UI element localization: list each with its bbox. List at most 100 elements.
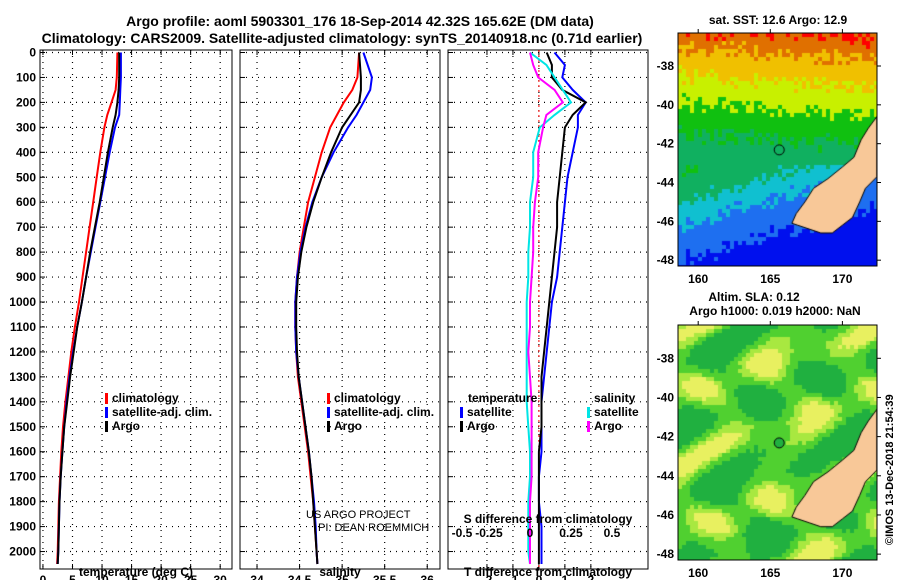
y-tick-label: 0 <box>29 45 36 59</box>
profile-line-argo <box>56 52 121 565</box>
sla-map-title-line1: Altim. SLA: 0.12 <box>708 290 800 304</box>
map-frame <box>677 32 878 267</box>
profile-line-s-satellite <box>525 51 573 565</box>
sla-map-canvas <box>678 325 877 560</box>
profile-line-climatology <box>294 52 361 565</box>
plot-frame <box>447 49 649 570</box>
plot-frame <box>39 49 233 570</box>
legend-label: climatology <box>334 391 401 405</box>
profile-line-climatology <box>56 52 119 565</box>
map-x-tick-label: 170 <box>832 566 852 580</box>
y-tick-label: 1900 <box>9 520 36 534</box>
map-y-tick-label: -42 <box>657 430 675 444</box>
x-tick-label: -1 <box>508 573 519 580</box>
s-axis-tick-label: -0.25 <box>475 526 503 540</box>
y-tick-label: 1600 <box>9 445 36 459</box>
credit-line2: PI: DEAN ROEMMICH <box>318 522 429 534</box>
imos-stamp: ©IMOS 13-Dec-2018 21:54:39 <box>884 394 896 545</box>
legend-swatch <box>105 421 108 432</box>
y-tick-label: 1200 <box>9 345 36 359</box>
map-y-tick-label: -44 <box>657 469 675 483</box>
legend-swatch <box>460 407 463 418</box>
map-y-tick-label: -38 <box>657 351 675 365</box>
x-tick-label: 34.5 <box>288 573 312 580</box>
y-tick-label: 400 <box>16 145 36 159</box>
x-axis-label: T difference from climatology <box>464 565 632 579</box>
figure-title-line2: Climatology: CARS2009. Satellite-adjuste… <box>42 30 643 46</box>
s-axis-tick-label: 0 <box>527 526 534 540</box>
y-tick-label: 1500 <box>9 420 36 434</box>
legend-label: Argo <box>334 419 362 433</box>
profile-line-satellite-adj-clim- <box>294 52 373 565</box>
y-tick-label: 900 <box>16 270 36 284</box>
y-tick-label: 100 <box>16 70 36 84</box>
s-axis-tick-label: 0.25 <box>559 526 583 540</box>
y-tick-label: 500 <box>16 170 36 184</box>
x-tick-label: 0 <box>40 573 47 580</box>
legend-swatch <box>327 407 330 418</box>
map-y-tick-label: -44 <box>657 176 675 190</box>
map-x-tick-label: 165 <box>760 272 780 286</box>
y-tick-label: 1000 <box>9 295 36 309</box>
legend-swatch <box>587 421 590 432</box>
y-tick-label: 300 <box>16 120 36 134</box>
legend-title-temperature: temperature <box>468 391 538 405</box>
y-tick-label: 700 <box>16 220 36 234</box>
x-tick-label: -2 <box>482 573 493 580</box>
x-tick-label: 2 <box>588 573 595 580</box>
legend-swatch <box>327 421 330 432</box>
legend-swatch <box>327 393 330 404</box>
legend-label: satellite-adj. clim. <box>334 405 434 419</box>
y-tick-label: 1100 <box>10 320 36 334</box>
y-tick-label: 600 <box>16 195 36 209</box>
legend-label: satellite-adj. clim. <box>112 405 212 419</box>
x-tick-label: 5 <box>69 573 76 580</box>
map-y-tick-label: -42 <box>657 137 675 151</box>
profile-line-s-argo <box>527 52 565 564</box>
profile-line-argo <box>295 52 362 565</box>
y-tick-label: 1400 <box>9 395 36 409</box>
map-x-tick-label: 160 <box>688 566 708 580</box>
x-tick-label: 25 <box>184 573 198 580</box>
x-tick-label: 20 <box>154 573 168 580</box>
y-tick-label: 1700 <box>9 470 36 484</box>
legend-swatch <box>460 421 463 432</box>
map-x-tick-label: 160 <box>688 272 708 286</box>
legend-swatch <box>105 393 108 404</box>
s-axis-label: S difference from climatology <box>464 512 633 526</box>
credit-line1: US ARGO PROJECT <box>306 509 411 521</box>
legend-swatch <box>587 407 590 418</box>
map-y-tick-label: -38 <box>657 59 675 73</box>
x-axis-label: temperature (deg C) <box>79 565 193 579</box>
profile-line-t-argo <box>537 52 588 564</box>
y-tick-label: 1800 <box>9 495 36 509</box>
legend-title-salinity: salinity <box>594 391 636 405</box>
y-tick-label: 1300 <box>9 370 36 384</box>
sst-map-canvas <box>678 33 877 266</box>
map-y-tick-label: -40 <box>657 98 675 112</box>
figure-title-line1: Argo profile: aoml 5903301_176 18-Sep-20… <box>126 13 594 29</box>
x-tick-label: 36 <box>421 573 435 580</box>
legend-label: satellite <box>594 405 639 419</box>
legend-swatch <box>105 407 108 418</box>
legend-label: Argo <box>112 419 140 433</box>
y-tick-label: 200 <box>16 95 36 109</box>
map-y-tick-label: -46 <box>657 508 675 522</box>
map-y-tick-label: -48 <box>657 547 675 561</box>
x-tick-label: 15 <box>125 573 139 580</box>
x-tick-label: 35 <box>335 573 349 580</box>
x-tick-label: 10 <box>95 573 109 580</box>
y-tick-label: 800 <box>16 245 36 259</box>
x-tick-label: 30 <box>214 573 228 580</box>
s-axis-tick-label: -0.5 <box>452 526 473 540</box>
plot-frame <box>239 49 441 570</box>
map-x-tick-label: 165 <box>760 566 780 580</box>
profile-line-t-satellite <box>537 51 587 564</box>
x-tick-label: 1 <box>562 573 569 580</box>
legend-label: Argo <box>594 419 622 433</box>
x-tick-label: 34 <box>250 573 264 580</box>
map-frame <box>677 324 878 561</box>
sst-map-title: sat. SST: 12.6 Argo: 12.9 <box>709 13 848 27</box>
s-axis-tick-label: 0.5 <box>604 526 621 540</box>
